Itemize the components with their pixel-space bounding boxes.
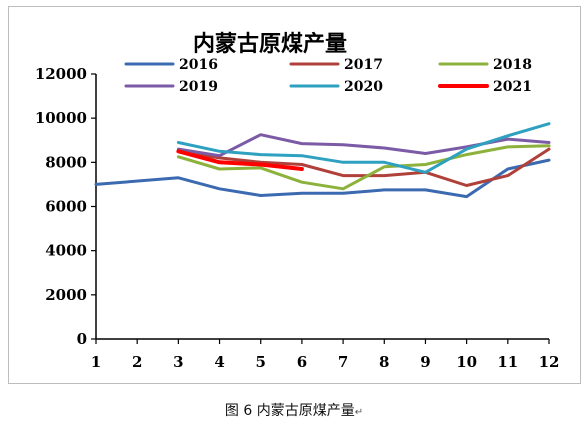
x-tick-label: 5 <box>256 353 266 371</box>
x-tick-label: 4 <box>214 353 224 371</box>
x-tick-label: 9 <box>420 353 430 371</box>
y-tick-label: 12000 <box>35 65 87 83</box>
figure-caption-text: 图 6 内蒙古原煤产量 <box>224 403 355 419</box>
series-line-2020 <box>176 122 551 174</box>
x-tick-label: 3 <box>173 353 183 371</box>
y-tick-label: 8000 <box>45 153 87 171</box>
y-tick-label: 6000 <box>45 198 87 216</box>
series-lines <box>94 122 551 199</box>
series-line-2018 <box>176 144 551 191</box>
legend-label-2021: 2021 <box>493 79 532 95</box>
line-chart: 内蒙古原煤产量 2016 2017 2018 2019 2020 2021 0 2000 40… <box>35 31 560 371</box>
caption-return-mark: ↵ <box>354 407 364 418</box>
legend-label-2020: 2020 <box>344 79 383 95</box>
figure-caption: 图 6 内蒙古原煤产量↵ <box>0 400 588 420</box>
y-tick-label: 10000 <box>35 109 87 127</box>
legend-label-2018: 2018 <box>493 57 532 73</box>
legend-label-2016: 2016 <box>179 57 218 73</box>
x-tick-label: 2 <box>132 353 142 371</box>
legend-label-2019: 2019 <box>179 79 218 95</box>
y-tick-label: 4000 <box>45 242 87 260</box>
chart-title: 内蒙古原煤产量 <box>193 31 347 57</box>
chart-frame: 内蒙古原煤产量 2016 2017 2018 2019 2020 2021 0 2000 40… <box>8 6 581 384</box>
legend: 2016 2017 2018 2019 2020 2021 <box>124 57 532 95</box>
x-tick-label: 8 <box>379 353 389 371</box>
x-tick-label: 7 <box>338 353 348 371</box>
x-tick-label: 10 <box>456 353 477 371</box>
x-tick-label: 6 <box>297 353 307 371</box>
series-line-2017 <box>176 147 551 187</box>
x-tick-label: 1 <box>91 353 101 371</box>
y-tick-label: 0 <box>77 330 87 348</box>
y-tick-label: 2000 <box>45 286 87 304</box>
x-tick-label: 12 <box>539 353 560 371</box>
series-line-2021 <box>176 149 304 171</box>
legend-label-2017: 2017 <box>344 57 383 73</box>
x-tick-label: 11 <box>497 353 518 371</box>
series-line-2016 <box>94 158 551 199</box>
